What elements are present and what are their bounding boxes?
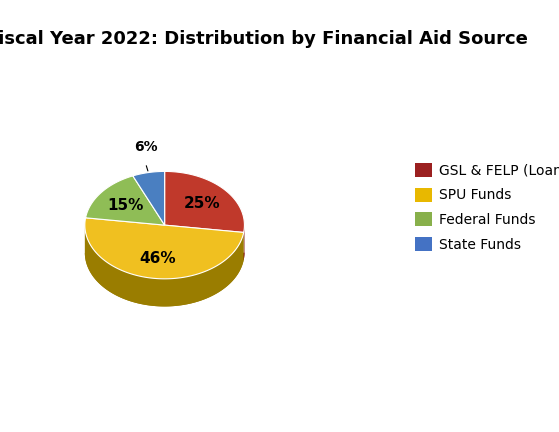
Polygon shape [85, 253, 244, 306]
Text: 6%: 6% [134, 140, 157, 154]
Polygon shape [165, 172, 244, 232]
Legend: GSL & FELP (Loans), SPU Funds, Federal Funds, State Funds: GSL & FELP (Loans), SPU Funds, Federal F… [409, 158, 559, 257]
Text: 15%: 15% [107, 197, 144, 213]
Text: Fiscal Year 2022: Distribution by Financial Aid Source: Fiscal Year 2022: Distribution by Financ… [0, 30, 528, 48]
Text: 25%: 25% [183, 196, 220, 211]
Polygon shape [85, 218, 244, 279]
Polygon shape [86, 176, 165, 225]
Text: 46%: 46% [140, 251, 176, 266]
Polygon shape [165, 253, 244, 260]
Polygon shape [85, 225, 244, 306]
Polygon shape [133, 172, 165, 225]
